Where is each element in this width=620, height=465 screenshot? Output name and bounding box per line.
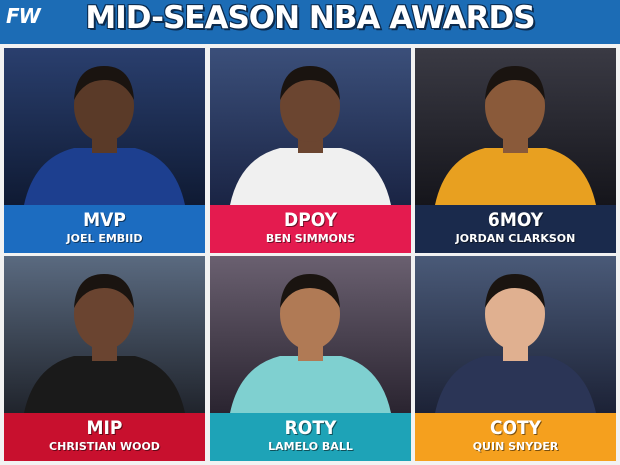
head	[74, 278, 134, 350]
player-name: LAMELO BALL	[268, 440, 353, 453]
head	[280, 278, 340, 350]
torso	[24, 356, 185, 413]
photo-art	[415, 48, 616, 205]
award-label: ROTY LAMELO BALL	[210, 413, 411, 461]
photo-art	[4, 256, 205, 413]
torso	[435, 148, 596, 205]
player-name: JORDAN CLARKSON	[455, 232, 576, 245]
photo-art	[210, 256, 411, 413]
player-photo	[415, 256, 616, 413]
player-photo	[4, 256, 205, 413]
title: MID-SEASON NBA AWARDS	[85, 0, 535, 36]
award-card: 6MOY JORDAN CLARKSON	[415, 48, 616, 253]
award-card: ROTY LAMELO BALL	[210, 256, 411, 461]
photo-art	[415, 256, 616, 413]
player-photo	[415, 48, 616, 205]
head	[280, 70, 340, 142]
award-label: COTY QUIN SNYDER	[415, 413, 616, 461]
award-name: COTY	[489, 417, 542, 439]
award-name: MVP	[83, 209, 126, 231]
hair	[485, 274, 545, 308]
award-card: COTY QUIN SNYDER	[415, 256, 616, 461]
header: MID-SEASON NBA AWARDS FW	[0, 0, 620, 44]
hair	[74, 274, 134, 308]
photo-art	[210, 48, 411, 205]
player-photo	[210, 48, 411, 205]
head	[485, 278, 545, 350]
award-card: DPOY BEN SIMMONS	[210, 48, 411, 253]
award-name: ROTY	[284, 417, 337, 439]
player-name: QUIN SNYDER	[472, 440, 559, 453]
torso	[230, 148, 391, 205]
hair	[485, 66, 545, 100]
award-card: MIP CHRISTIAN WOOD	[4, 256, 205, 461]
player-photo	[4, 48, 205, 205]
head	[485, 70, 545, 142]
torso	[24, 148, 185, 205]
player-name: JOEL EMBIID	[66, 232, 143, 245]
torso	[435, 356, 596, 413]
award-name: MIP	[86, 417, 123, 439]
hair	[280, 66, 340, 100]
logo: FW	[6, 4, 41, 28]
award-name: DPOY	[284, 209, 337, 231]
award-label: 6MOY JORDAN CLARKSON	[415, 205, 616, 253]
player-name: CHRISTIAN WOOD	[49, 440, 160, 453]
award-label: DPOY BEN SIMMONS	[210, 205, 411, 253]
photo-art	[4, 48, 205, 205]
player-photo	[210, 256, 411, 413]
award-name: 6MOY	[487, 209, 544, 231]
hair	[74, 66, 134, 100]
award-label: MVP JOEL EMBIID	[4, 205, 205, 253]
player-name: BEN SIMMONS	[265, 232, 356, 245]
award-card: MVP JOEL EMBIID	[4, 48, 205, 253]
hair	[280, 274, 340, 308]
torso	[230, 356, 391, 413]
award-label: MIP CHRISTIAN WOOD	[4, 413, 205, 461]
head	[74, 70, 134, 142]
